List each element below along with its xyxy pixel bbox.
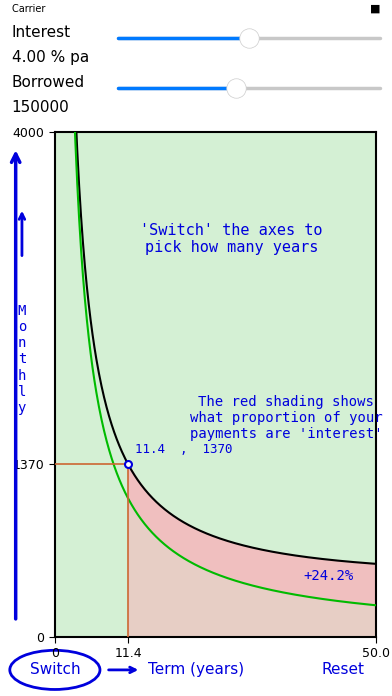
Text: ■: ■ xyxy=(370,3,380,14)
Text: Reset: Reset xyxy=(321,663,365,677)
Text: Interest: Interest xyxy=(12,25,71,40)
Text: Borrowed: Borrowed xyxy=(12,75,85,90)
Text: 150000: 150000 xyxy=(12,100,69,116)
Text: 'Switch' the axes to
pick how many years: 'Switch' the axes to pick how many years xyxy=(140,223,323,255)
Text: M
o
n
t
h
l
y: M o n t h l y xyxy=(18,303,26,415)
Text: 11.4  ,  1370: 11.4 , 1370 xyxy=(134,443,232,457)
Text: Carrier: Carrier xyxy=(12,3,51,14)
Text: Term (years): Term (years) xyxy=(148,663,244,677)
Text: +24.2%: +24.2% xyxy=(303,569,353,583)
Text: The red shading shows
what proportion of your
payments are 'interest': The red shading shows what proportion of… xyxy=(190,395,383,441)
Text: 4.00 % pa: 4.00 % pa xyxy=(12,50,89,65)
Text: Switch: Switch xyxy=(29,663,80,677)
